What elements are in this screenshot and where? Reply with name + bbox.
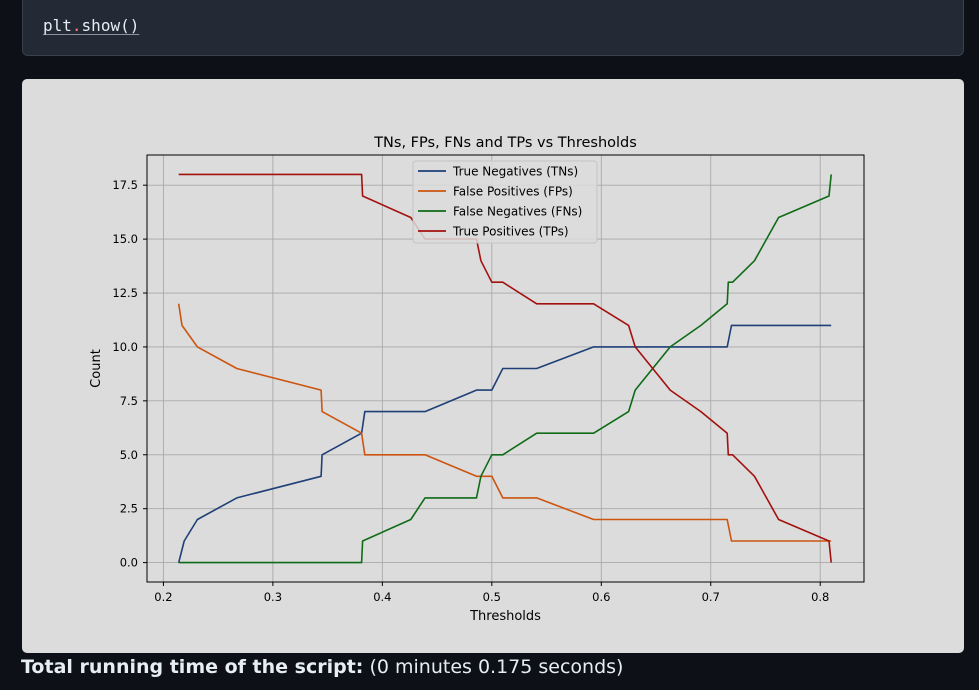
y-tick-label: 15.0	[112, 232, 138, 246]
code-separator: .	[71, 16, 82, 35]
y-tick-label: 0.0	[120, 556, 138, 570]
y-tick-label: 5.0	[120, 448, 138, 462]
y-axis-label: Count	[89, 349, 104, 388]
series-line-1	[177, 324, 832, 563]
ticks: 0.2 0.3 0.4 0.5 0.6 0.7 0.8 0.0 2.5 5.0 7.5 10.0 12.…	[112, 178, 829, 604]
legend: True Negatives (TNs) False Positives (FPs…	[412, 160, 598, 244]
legend-label: True Negatives (TNs)	[452, 165, 578, 179]
legend-label: False Positives (FPs)	[453, 185, 573, 199]
x-tick-label: 0.3	[264, 590, 282, 604]
code-object: plt	[43, 16, 72, 35]
x-tick-label: 0.7	[702, 590, 720, 604]
series-line-2	[177, 303, 832, 542]
running-time-value: (0 minutes 0.175 seconds)	[369, 656, 624, 678]
legend-label: False Negatives (FNs)	[453, 205, 582, 219]
x-tick-label: 0.4	[373, 590, 391, 604]
series-line-3	[178, 174, 832, 564]
y-tick-label: 10.0	[112, 340, 138, 354]
y-tick-label: 7.5	[120, 394, 138, 408]
x-tick-label: 0.6	[592, 590, 610, 604]
x-tick-label: 0.8	[811, 590, 829, 604]
y-tick-label: 17.5	[112, 178, 138, 192]
code-parens: ()	[120, 16, 140, 35]
legend-label: True Positives (TPs)	[452, 225, 569, 239]
x-tick-label: 0.2	[154, 590, 172, 604]
running-time-footer: Total running time of the script: (0 min…	[21, 656, 623, 678]
chart-title: TNs, FPs, FNs and TPs vs Thresholds	[373, 135, 637, 151]
code-cell: plt.show()	[22, 0, 964, 56]
code-line: plt.show()	[43, 16, 139, 35]
running-time-label: Total running time of the script:	[21, 656, 364, 678]
axes-frame	[146, 154, 865, 583]
line-chart: 0.2 0.3 0.4 0.5 0.6 0.7 0.8 0.0 2.5 5.0 7.5 10.0 12.…	[89, 135, 865, 624]
y-tick-label: 12.5	[112, 286, 138, 300]
x-axis-label: Thresholds	[469, 609, 541, 624]
plot-output: 0.2 0.3 0.4 0.5 0.6 0.7 0.8 0.0 2.5 5.0 7.5 10.0 12.…	[22, 79, 964, 653]
x-tick-label: 0.5	[483, 590, 501, 604]
y-tick-label: 2.5	[120, 502, 138, 516]
code-method: show	[81, 16, 121, 35]
legend-box	[412, 160, 598, 244]
